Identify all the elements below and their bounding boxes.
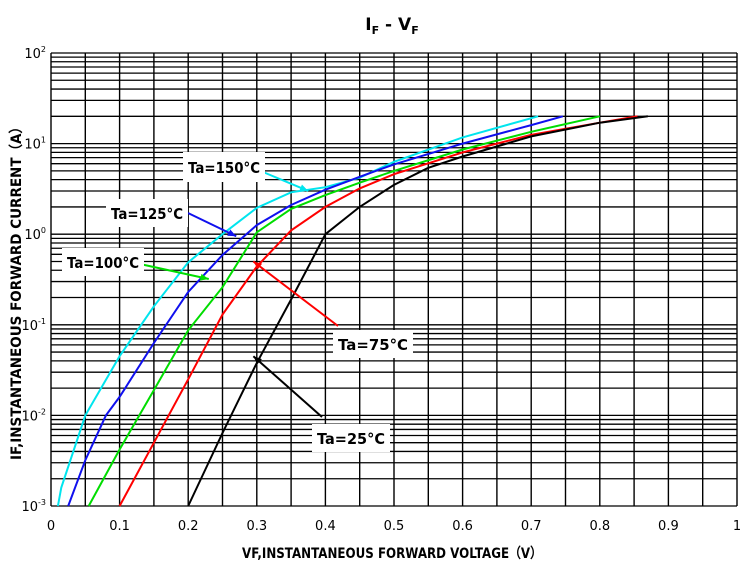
annotation-arrow (187, 212, 237, 238)
grid (50, 52, 738, 507)
title-v: V (398, 15, 412, 35)
title-i: I (365, 15, 371, 35)
x-tick-label: 1 (733, 519, 741, 534)
y-tick-label: 10-2 (21, 407, 46, 424)
annotation-label: Ta=25°C (317, 430, 385, 448)
x-tick-label: 0.4 (315, 519, 336, 534)
series-line-0 (56, 115, 539, 507)
y-tick-label: 10-3 (21, 498, 46, 515)
y-tick-label: 101 (24, 136, 46, 153)
x-tick-label: 0.3 (246, 519, 267, 534)
x-tick-label: 0.7 (521, 519, 542, 534)
annotation-box (62, 248, 144, 276)
annotation-arrow (252, 260, 339, 327)
annotation-box (183, 152, 265, 182)
series-line-3 (118, 115, 638, 507)
x-tick-label: 0.5 (384, 519, 405, 534)
series-lines (56, 115, 648, 507)
annotation-box (333, 330, 413, 358)
y-axis-label: IF,INSTANTANEOUS FORWARD CURRENT（A） (9, 120, 25, 460)
title-i-sub: F (372, 24, 380, 37)
title-v-sub: F (411, 24, 419, 37)
y-tick-label: 10-1 (21, 317, 46, 334)
arrow-head-icon (253, 261, 263, 270)
tick-labels: 0 0.1 0.2 0.3 0.4 0.5 0.6 0.7 0.8 0.9 1 10-3 10-2 10-… (21, 45, 741, 534)
series-line-1 (67, 115, 564, 507)
y-tick-label: 100 (24, 226, 46, 243)
arrow-head-icon (299, 184, 309, 191)
arrow-head-icon (227, 229, 237, 237)
series-line-4 (187, 115, 648, 507)
annotation-label: Ta=100°C (67, 254, 139, 272)
annotation-arrow (139, 263, 209, 281)
y-tick-label: 102 (24, 45, 46, 62)
x-tick-label: 0.9 (658, 519, 679, 534)
arrow-head-icon (253, 356, 262, 365)
x-axis-label: VF,INSTANTANEOUS FORWARD VOLTAGE（V） (242, 546, 542, 562)
chart-title: IF - VF (365, 15, 418, 37)
series-line-2 (87, 115, 601, 507)
annotation-arrow (252, 355, 323, 418)
annotation-label: Ta=125°C (111, 205, 183, 223)
annotation-label: Ta=150°C (188, 159, 260, 177)
annotations: Ta=150°C Ta=125°C Ta=100°C Ta=75°C Ta=25°C (62, 152, 413, 452)
x-tick-label: 0.8 (589, 519, 610, 534)
arrow-head-icon (199, 273, 209, 281)
x-tick-label: 0 (47, 519, 55, 534)
annotation-label: Ta=75°C (338, 336, 408, 354)
annotation-box (106, 199, 188, 227)
x-tick-label: 0.6 (452, 519, 473, 534)
title-dash: - (379, 15, 398, 35)
x-tick-label: 0.2 (178, 519, 199, 534)
annotation-box (312, 424, 390, 452)
x-tick-label: 0.1 (109, 519, 130, 534)
